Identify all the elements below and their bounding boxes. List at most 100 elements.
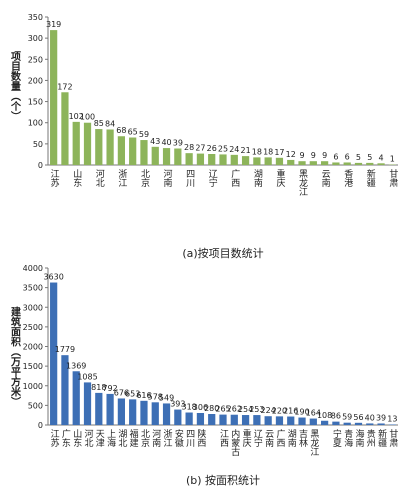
bar <box>321 161 329 165</box>
bar <box>95 392 103 425</box>
x-tick-label: 福建 <box>128 428 139 448</box>
x-tick-label: 广东 <box>60 428 71 447</box>
bar <box>72 371 80 425</box>
bar <box>219 414 227 425</box>
x-tick-label: 黑龙江 <box>308 429 319 457</box>
y-axis-label: 建筑面积（万平方米） <box>9 305 22 406</box>
bar <box>377 423 385 425</box>
y-tick-label: 1500 <box>23 362 43 371</box>
bar <box>50 30 58 166</box>
value-label: 164 <box>306 409 321 418</box>
x-tick-label: 湖南 <box>286 429 297 447</box>
value-label: 1779 <box>55 345 75 354</box>
y-tick-label: 2000 <box>23 343 43 352</box>
value-label: 59 <box>342 413 352 422</box>
bar <box>208 414 216 425</box>
value-label: 13 <box>387 414 397 423</box>
value-label: 265 <box>215 405 230 414</box>
bar <box>377 163 385 165</box>
bar <box>185 412 193 425</box>
bar <box>366 162 374 165</box>
y-tick-label: 350 <box>28 13 43 22</box>
y-tick-label: 4000 <box>23 264 43 273</box>
x-tick-label: 湖北 <box>116 429 127 448</box>
bar <box>298 161 306 165</box>
value-label: 108 <box>317 411 332 420</box>
value-label: 26 <box>207 144 217 153</box>
value-label: 25 <box>218 144 228 153</box>
x-tick-label: 云南 <box>263 429 274 447</box>
bar <box>321 420 329 425</box>
x-tick-label: 云南 <box>320 169 331 187</box>
bar <box>230 414 238 425</box>
bar <box>174 148 182 165</box>
x-tick-label: 山东 <box>71 429 82 447</box>
bar <box>151 146 159 165</box>
x-tick-label: 北京 <box>139 169 150 188</box>
bar <box>287 159 295 165</box>
value-label: 4 <box>379 153 384 162</box>
value-label: 578 <box>148 392 163 401</box>
y-tick-label: 500 <box>28 401 43 410</box>
value-label: 84 <box>105 119 115 128</box>
value-label: 68 <box>116 126 126 135</box>
x-tick-label: 湖南 <box>252 169 263 187</box>
value-label: 818 <box>91 383 106 392</box>
bar <box>343 422 351 425</box>
bar <box>332 421 340 425</box>
x-tick-label: 江苏 <box>49 169 60 188</box>
value-label: 792 <box>102 384 117 393</box>
y-tick-label: 100 <box>28 119 43 128</box>
value-label: 85 <box>94 119 104 128</box>
value-label: 616 <box>136 391 151 400</box>
bar <box>106 393 114 425</box>
x-tick-label: 上海 <box>105 429 116 448</box>
bar <box>72 121 80 165</box>
value-label: 653 <box>125 389 140 398</box>
x-tick-label: 甘肃 <box>387 428 398 448</box>
value-label: 216 <box>283 407 298 416</box>
y-tick-label: 3000 <box>23 303 43 312</box>
x-tick-label: 甘肃 <box>387 168 398 188</box>
bar <box>343 162 351 165</box>
value-label: 18 <box>263 147 273 156</box>
value-label: 262 <box>227 405 242 414</box>
value-label: 9 <box>322 151 327 160</box>
value-label: 254 <box>238 405 253 414</box>
y-tick-label: 0 <box>38 421 43 430</box>
bar <box>219 154 227 165</box>
bar <box>275 416 284 425</box>
value-label: 306 <box>193 403 208 412</box>
value-label: 5 <box>367 153 372 162</box>
x-tick-label: 浙江 <box>116 168 127 188</box>
bar <box>264 416 272 425</box>
chart-title: (b) 按面积统计 <box>186 473 260 487</box>
x-tick-label: 重庆 <box>274 168 285 188</box>
value-label: 17 <box>274 148 284 157</box>
bar <box>287 416 295 425</box>
bar <box>354 162 363 165</box>
value-label: 393 <box>170 400 185 409</box>
bar <box>95 129 103 165</box>
bar <box>61 92 69 165</box>
value-label: 1085 <box>77 372 97 381</box>
x-tick-label: 广西 <box>229 168 240 188</box>
value-label: 190 <box>294 408 309 417</box>
value-label: 27 <box>195 144 205 153</box>
bar <box>366 423 374 425</box>
y-tick-label: 2500 <box>23 323 43 332</box>
bar <box>162 403 171 425</box>
value-label: 280 <box>204 404 219 413</box>
value-label: 9 <box>311 151 316 160</box>
x-tick-label: 新疆 <box>376 428 387 448</box>
bar <box>253 157 261 165</box>
x-tick-label: 吉林 <box>297 429 308 448</box>
x-tick-label: 黑龙江 <box>297 169 308 197</box>
bar <box>140 400 148 425</box>
bar <box>264 157 272 165</box>
bar <box>275 157 284 165</box>
x-tick-label: 宁夏 <box>331 428 342 447</box>
bar <box>354 422 363 425</box>
value-label: 40 <box>365 413 375 422</box>
bar <box>50 282 58 425</box>
